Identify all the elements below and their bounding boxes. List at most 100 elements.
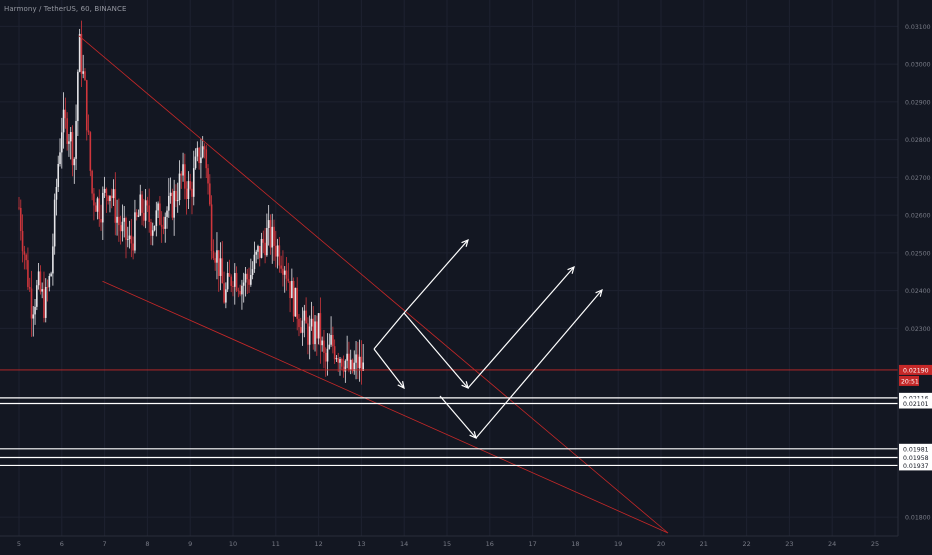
key-level-label: 0.01937 [903, 463, 929, 470]
candle-body [209, 183, 211, 205]
candle-body [94, 205, 97, 212]
key-level-label-bg [899, 460, 932, 471]
symbol-title: Harmony / TetherUS, 60, BINANCE [4, 5, 127, 13]
candle-body [226, 273, 229, 290]
y-tick-label: 0.02700 [905, 175, 931, 182]
candle-body [205, 149, 208, 169]
candle-body [125, 218, 127, 240]
candle-body [271, 226, 274, 248]
candle-body [201, 146, 204, 158]
key-level-label: 0.02101 [903, 401, 929, 408]
candle-body [80, 33, 83, 74]
arrow-down-to-support [373, 348, 405, 389]
y-tick-label: 0.01800 [905, 515, 931, 522]
candle-body [362, 362, 364, 371]
candle-body [118, 216, 120, 226]
candle-body [91, 170, 93, 194]
candle-body [157, 203, 159, 211]
candle-body [317, 313, 320, 339]
candle-body [52, 246, 54, 274]
candle-body [328, 344, 331, 349]
candle-body [39, 271, 42, 292]
candle-body [232, 285, 234, 287]
candle-body [160, 224, 163, 227]
last-price-badge [899, 364, 932, 375]
candle-body [73, 158, 76, 166]
arrow-pullback [403, 312, 469, 389]
drawing-tools[interactable]: 0.021160.021010.019810.019580.019370.021… [0, 35, 932, 534]
candle-body [23, 251, 26, 255]
candle-body [43, 289, 45, 318]
candle-body [100, 218, 102, 223]
candle-body [119, 225, 122, 232]
x-tick-label: 6 [60, 540, 64, 548]
candle-body [269, 220, 272, 248]
candle-body [19, 207, 22, 231]
arrow-deep-bounce-up-head [595, 288, 603, 297]
candle-body [357, 354, 359, 369]
candle-body [71, 132, 74, 166]
candle-body [275, 245, 277, 257]
candle-body [260, 238, 263, 258]
candle-body [55, 186, 58, 200]
arrow-breakout-up-head [461, 238, 469, 247]
candle-body [312, 318, 315, 345]
candle-body [36, 285, 38, 307]
candle-body [266, 227, 268, 256]
y-tick-label: 0.02500 [905, 250, 931, 257]
candle-body [344, 360, 347, 372]
candle-body [18, 207, 20, 209]
candle-body [335, 358, 338, 360]
candle-body [98, 198, 101, 219]
candle-body [75, 121, 77, 159]
candle-body [123, 218, 126, 222]
candle-body [78, 33, 81, 72]
candle-body [314, 321, 316, 345]
candle-body [168, 195, 170, 211]
candle-body [305, 310, 307, 324]
candle-body [164, 216, 167, 229]
candle-body [69, 132, 72, 142]
candle-body [139, 194, 142, 216]
x-tick-label: 14 [400, 540, 408, 548]
candle-body [214, 258, 216, 263]
x-tick-label: 23 [785, 540, 793, 548]
candle-body [178, 173, 181, 201]
x-tick-label: 21 [700, 540, 708, 548]
candle-body [307, 323, 309, 345]
grid-lines [0, 0, 898, 536]
candle-body [132, 243, 134, 251]
candle-body [182, 164, 184, 176]
candle-body [93, 193, 95, 206]
x-tick-label: 16 [486, 540, 494, 548]
candle-body [159, 203, 161, 225]
y-tick-label: 0.02400 [905, 288, 931, 295]
candle-body [77, 71, 79, 122]
candle-body [233, 273, 236, 287]
candle-body [283, 270, 286, 275]
candle-body [21, 230, 24, 252]
x-tick-label: 9 [188, 540, 192, 548]
candle-body [50, 273, 52, 277]
candle-body [25, 254, 27, 261]
x-tick-label: 8 [145, 540, 149, 548]
candle-body [198, 147, 200, 164]
candle-body [176, 200, 179, 202]
candle-body [62, 109, 65, 133]
candle-body [346, 353, 348, 361]
candle-body [196, 147, 199, 157]
candle-body [287, 278, 290, 282]
candle-body [294, 287, 297, 317]
key-level-label-bg [899, 398, 932, 409]
candle-body [258, 246, 261, 258]
candle-body [349, 359, 352, 370]
key-level-label-bg [899, 392, 932, 403]
candle-body [316, 321, 318, 339]
candle-body [239, 290, 241, 295]
y-tick-label: 0.02800 [905, 137, 931, 144]
candle-body [242, 282, 245, 286]
candle-body [332, 334, 334, 347]
candle-body [253, 254, 256, 270]
